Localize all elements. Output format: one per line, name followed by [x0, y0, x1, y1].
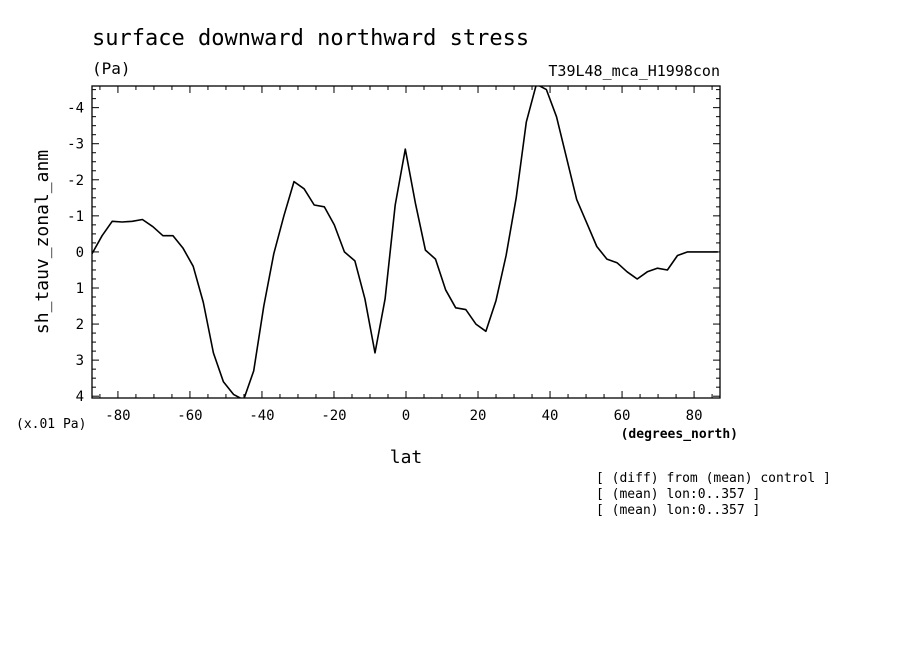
x-tick-label: 60 [614, 408, 631, 424]
x-tick-label: -60 [177, 408, 202, 424]
note-line-3: [ (mean) lon:0..357 ] [596, 503, 760, 518]
y-tick-label: 0 [76, 245, 84, 261]
y-axis-label: sh_tauv_zonal_anm [32, 150, 53, 334]
y-tick-label: 3 [76, 353, 84, 369]
y-tick-label: 4 [76, 389, 84, 405]
plot-frame [91, 85, 721, 399]
x-tick-label: 0 [402, 408, 410, 424]
series-line [92, 86, 718, 398]
x-tick-label: 40 [542, 408, 559, 424]
chart-title: surface downward northward stress [92, 26, 529, 51]
x-axis-units: (degrees_north) [621, 427, 738, 442]
y-tick-label: -3 [67, 137, 84, 153]
series-group [92, 86, 718, 398]
chart-units: (Pa) [92, 59, 131, 78]
x-axis-label: lat [390, 447, 423, 468]
y-tick-label: 1 [76, 281, 84, 297]
y-tick-label: -4 [67, 101, 84, 117]
y-tick-label: 2 [76, 317, 84, 333]
y-tick-label: -1 [67, 209, 84, 225]
x-tick-label: -40 [249, 408, 274, 424]
x-tick-label: -80 [105, 408, 130, 424]
y-axis-ticks: -4 -3 -2 -1 0 1 2 3 4 [67, 89, 720, 405]
y-scale-note: (x.01 Pa) [16, 417, 86, 432]
x-tick-label: -20 [321, 408, 346, 424]
note-line-1: [ (diff) from (mean) control ] [596, 471, 831, 486]
note-line-2: [ (mean) lon:0..357 ] [596, 487, 760, 502]
y-tick-label: -2 [67, 173, 84, 189]
x-axis-ticks: -80 -60 -40 -20 0 20 40 60 80 [99, 86, 713, 424]
x-tick-label: 20 [470, 408, 487, 424]
x-tick-label: 80 [686, 408, 703, 424]
run-label: T39L48_mca_H1998con [548, 62, 720, 80]
